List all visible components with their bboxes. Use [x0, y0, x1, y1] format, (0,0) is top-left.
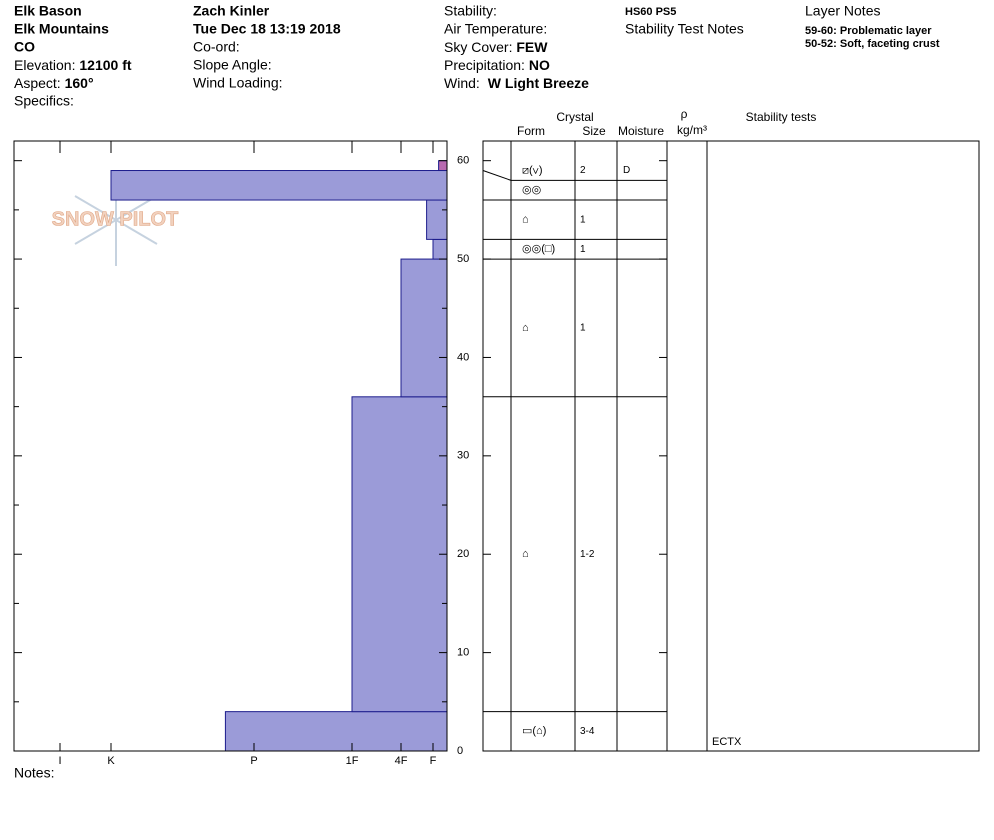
- value: 12100 ft: [79, 57, 131, 73]
- coord: Co-ord:: [193, 39, 240, 55]
- stability-notes: Stability Test Notes: [625, 21, 744, 37]
- header-moisture: Moisture: [618, 124, 664, 138]
- hs: HS60 PS5: [625, 6, 676, 18]
- y-tick-label: 40: [457, 351, 469, 363]
- crystal-table: Crystal Form Size Moisture ρ kg/m³ Stability t…: [482, 107, 980, 752]
- crystal-form: ▭(⌂): [522, 725, 546, 737]
- header-density-unit: kg/m³: [677, 123, 707, 137]
- header-size: Size: [582, 124, 606, 138]
- x-tick-label: F: [430, 755, 437, 767]
- y-tick-label: 60: [457, 155, 469, 167]
- hardness-layer: [400, 258, 448, 398]
- crystal-form: ⌂: [522, 548, 529, 560]
- note-range: 50-52:: [805, 38, 837, 50]
- hardness-layer: [432, 238, 448, 260]
- crystal-form: ◎◎: [522, 184, 541, 196]
- hardness-layer: [438, 160, 448, 172]
- layer-note: 59-60: Problematic layer: [805, 25, 932, 37]
- y-tick-label: 50: [457, 253, 469, 265]
- crystal-form: ⌂: [522, 322, 529, 334]
- elevation-line: Elevation: 12100 ft: [14, 57, 132, 73]
- x-tick-label: P: [250, 755, 257, 767]
- date: Tue Dec 18 13:19 2018: [193, 21, 341, 37]
- note-range: 59-60:: [805, 25, 837, 37]
- stability: Stability:: [444, 3, 497, 19]
- header-density: ρ: [681, 107, 688, 121]
- specifics: Specifics:: [14, 93, 74, 109]
- aspect-line: Aspect: 160°: [14, 75, 94, 91]
- crystal-form: ◎◎(□): [522, 243, 555, 255]
- hardness-layer: [110, 170, 448, 201]
- notes: Notes:: [14, 765, 54, 781]
- label: Elevation:: [14, 57, 75, 73]
- y-tick-label: 10: [457, 647, 469, 659]
- header-tests: Stability tests: [746, 110, 817, 124]
- wind-loading: Wind Loading:: [193, 75, 283, 91]
- moisture: D: [623, 165, 630, 176]
- hardness-layer: [224, 711, 448, 752]
- state: CO: [14, 39, 35, 55]
- crystal-form: ⌂: [522, 214, 529, 226]
- stability-test: ECTX: [712, 736, 742, 748]
- connector: [482, 170, 512, 181]
- note-text: Soft, faceting crust: [840, 38, 940, 50]
- plot-frame: [13, 140, 448, 752]
- crystal-size: 1: [580, 323, 586, 334]
- hardness-plot: 0 10 20 30 40 50 60 I K P 1F 4F F: [13, 140, 469, 767]
- layer-notes-title: Layer Notes: [805, 3, 880, 19]
- table-frame: [482, 140, 980, 752]
- air-temp: Air Temperature:: [444, 21, 547, 37]
- label: Sky Cover:: [444, 39, 512, 55]
- y-tick-label: 0: [457, 745, 463, 757]
- note-text: Problematic layer: [840, 25, 932, 37]
- x-tick-label: K: [107, 755, 115, 767]
- logo-flake: [74, 195, 158, 245]
- value: 160°: [65, 75, 94, 91]
- crystal-size: 1: [580, 244, 586, 255]
- value: NO: [529, 57, 550, 73]
- x-tick-label: I: [58, 755, 61, 767]
- slope: Slope Angle:: [193, 57, 272, 73]
- header-crystal: Crystal: [556, 110, 593, 124]
- range: Elk Mountains: [14, 21, 109, 37]
- x-tick-label: 1F: [346, 755, 359, 767]
- crystal-size: 3-4: [580, 726, 595, 737]
- layer-note: 50-52: Soft, faceting crust: [805, 38, 940, 50]
- crystal-size: 2: [580, 165, 586, 176]
- observer: Zach Kinler: [193, 3, 270, 19]
- value: FEW: [516, 39, 548, 55]
- label: Aspect:: [14, 75, 61, 91]
- crystal-form: ⧄(∨): [522, 164, 543, 176]
- precip-line: Precipitation: NO: [444, 57, 550, 73]
- location: Elk Bason: [14, 3, 82, 19]
- y-tick-label: 30: [457, 450, 469, 462]
- header-form: Form: [517, 124, 545, 138]
- label: Wind:: [444, 75, 480, 91]
- hardness-layer: [426, 199, 448, 240]
- crystal-size: 1: [580, 214, 586, 225]
- label: Precipitation:: [444, 57, 525, 73]
- hardness-layer: [351, 396, 448, 713]
- crystal-size: 1-2: [580, 549, 595, 560]
- wind-line: Wind: W Light Breeze: [444, 75, 589, 91]
- sky-line: Sky Cover: FEW: [444, 39, 548, 55]
- value: W Light Breeze: [488, 75, 589, 91]
- logo-text: SNOW PILOT: [52, 208, 179, 230]
- y-tick-label: 20: [457, 548, 469, 560]
- x-tick-label: 4F: [395, 755, 408, 767]
